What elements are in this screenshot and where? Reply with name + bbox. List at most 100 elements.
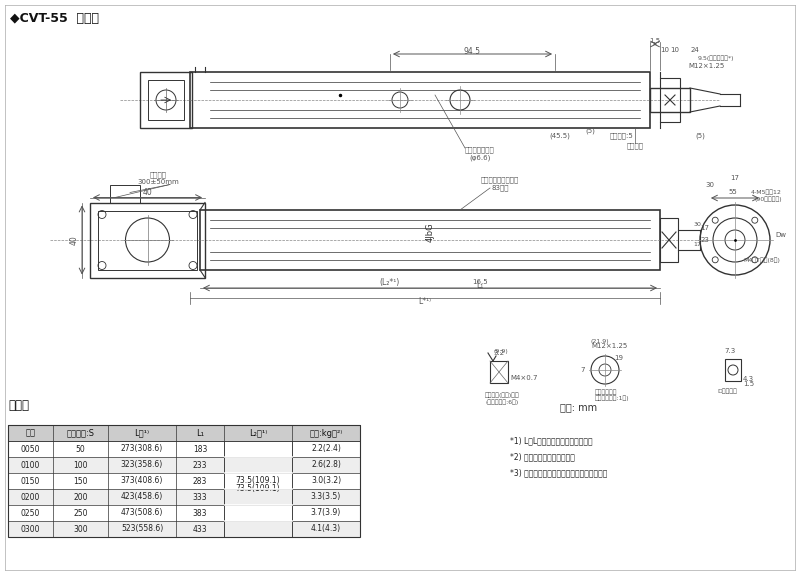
Text: 行程: 行程 [26,428,35,438]
Text: 3.3(3.5): 3.3(3.5) [311,493,341,501]
Text: 16.5: 16.5 [472,279,488,285]
Text: 273(308.6): 273(308.6) [121,444,163,454]
Text: 滚珠丝杠可添油位置: 滚珠丝杠可添油位置 [481,177,519,183]
Text: 73.5(109.1): 73.5(109.1) [236,485,280,493]
Text: 30: 30 [706,182,714,188]
Text: 导数行程:5: 导数行程:5 [610,133,634,139]
Text: 1.5: 1.5 [743,381,754,387]
Text: (90等分配置): (90等分配置) [754,196,782,202]
Text: 2.2(2.4): 2.2(2.4) [311,444,341,454]
Text: 17: 17 [693,243,701,247]
Text: 183: 183 [193,444,207,454]
Text: (L₂*¹): (L₂*¹) [380,278,400,286]
Text: M4×0.7: M4×0.7 [510,375,538,381]
Text: 3.2: 3.2 [494,350,505,356]
Text: 100: 100 [74,461,88,470]
Text: 3.7(3.9): 3.7(3.9) [311,508,341,518]
Text: 0150: 0150 [21,477,40,485]
Text: 55: 55 [729,189,738,195]
Bar [8,425,360,441]
Text: L₂＊¹⁾: L₂＊¹⁾ [249,428,267,438]
Text: 94.5: 94.5 [464,47,481,56]
Text: 9.5(対辺宽度部*): 9.5(対辺宽度部*) [698,55,734,61]
Text: 7.3: 7.3 [724,348,736,354]
Text: 4JbG: 4JbG [426,222,434,242]
Text: 0200: 0200 [21,493,40,501]
Text: 7: 7 [581,367,586,373]
Text: 383: 383 [193,508,207,518]
Text: 50: 50 [76,444,86,454]
Text: ◆CVT-55  外形图: ◆CVT-55 外形图 [10,12,99,25]
Text: 150: 150 [74,477,88,485]
Text: *1) L、L的括号内为带制动器尺寸。: *1) L、L的括号内为带制动器尺寸。 [510,436,593,446]
Text: (方螺母数量:6个): (方螺母数量:6个) [485,399,518,405]
Bar [660,218,678,262]
Text: 40: 40 [142,188,152,197]
Text: 1.5: 1.5 [650,38,661,44]
Bar [190,72,650,128]
Text: 方形螺母(制件)寸法: 方形螺母(制件)寸法 [485,392,520,398]
Text: (5): (5) [695,133,705,139]
Text: 30: 30 [693,223,701,228]
Text: 侧带螺母数量:1个): 侧带螺母数量:1个) [595,395,630,401]
Text: 0100: 0100 [21,461,40,470]
Bar [8,521,360,537]
Text: 反点位置: 反点位置 [626,143,643,150]
Text: 24: 24 [690,47,699,53]
Text: 333: 333 [193,493,207,501]
Text: (5): (5) [585,128,595,134]
Text: 4.1(4.3): 4.1(4.3) [311,524,341,534]
Text: 4-M5深度12: 4-M5深度12 [751,189,782,195]
Text: 4.3: 4.3 [743,376,754,382]
Text: 73.5(109.1): 73.5(109.1) [236,477,280,485]
Text: 23: 23 [701,237,710,243]
Bar [725,359,741,381]
Text: 质量:kg＊²⁾: 质量:kg＊²⁾ [310,428,342,438]
Text: L₁: L₁ [476,281,484,289]
Text: L₁: L₁ [196,428,204,438]
Text: 250: 250 [74,508,88,518]
Text: *2) 括号内为带制动器质量。: *2) 括号内为带制动器质量。 [510,453,575,462]
Text: 有效行程:S: 有效行程:S [66,428,94,438]
Text: 10: 10 [661,47,670,53]
Text: 单位: mm: 单位: mm [560,402,597,412]
Text: 10: 10 [670,47,679,53]
Text: 尺寸图: 尺寸图 [8,399,29,412]
Bar [140,72,192,128]
Bar [660,78,680,122]
Text: 83以上: 83以上 [491,185,509,191]
Text: 323(358.6): 323(358.6) [121,461,163,470]
Text: D部详细图: D部详细图 [717,388,737,394]
Text: M4向T形槽(8处): M4向T形槽(8处) [743,257,780,263]
Text: 300: 300 [73,524,88,534]
Text: 2.6(2.8): 2.6(2.8) [311,461,341,470]
Bar [8,457,360,473]
Bar [110,185,140,202]
Text: 300±50mm: 300±50mm [137,179,179,186]
Text: (φ6.6): (φ6.6) [470,155,490,161]
Text: 423(458.6): 423(458.6) [121,493,163,501]
Bar [200,210,660,270]
Text: L＊¹⁾: L＊¹⁾ [134,428,150,438]
Text: M12×1.25: M12×1.25 [592,343,628,349]
Text: *3) 对边宽度部的方向相对于底座面不确定。: *3) 对边宽度部的方向相对于底座面不确定。 [510,469,607,477]
Text: 0250: 0250 [21,508,40,518]
Text: 0300: 0300 [21,524,40,534]
Bar [90,202,205,278]
Text: 40: 40 [70,235,78,245]
Bar [8,489,360,505]
Bar [98,210,197,270]
Text: 19: 19 [614,355,623,361]
Bar [148,80,184,120]
Text: 0050: 0050 [21,444,40,454]
Bar [650,88,690,112]
Text: 滚珠丝杠注油孔: 滚珠丝杠注油孔 [465,147,495,154]
Text: 200: 200 [74,493,88,501]
Text: (9.9): (9.9) [494,348,508,354]
Text: 473(508.6): 473(508.6) [121,508,163,518]
Text: (21.9): (21.9) [590,339,610,344]
Text: 电缆长度: 电缆长度 [150,171,166,178]
Text: 17: 17 [730,175,739,181]
Text: 17: 17 [701,225,710,231]
Text: 283: 283 [193,477,207,485]
